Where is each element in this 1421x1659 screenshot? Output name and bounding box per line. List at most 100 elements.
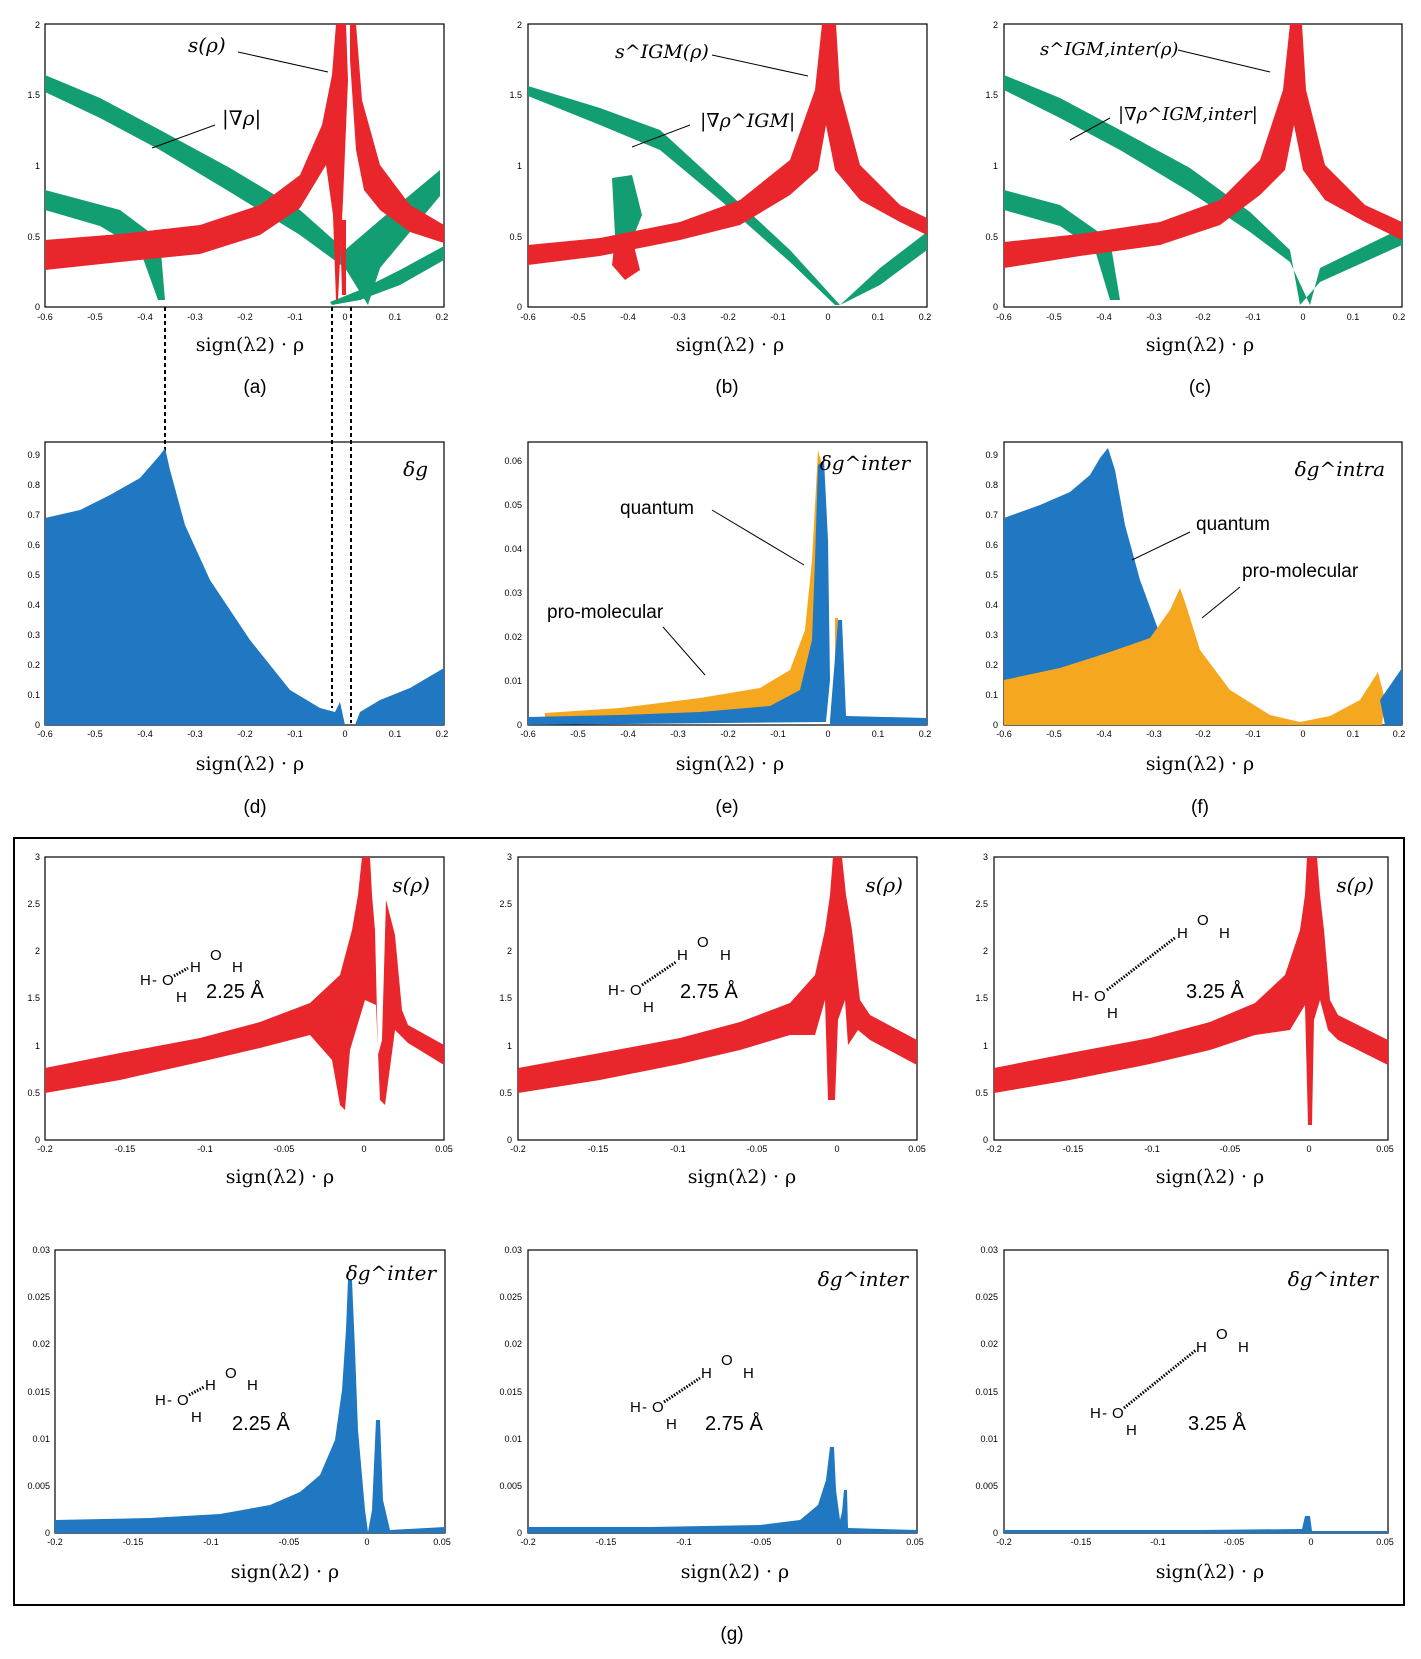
x-tick: -0.6 <box>520 729 536 739</box>
y-tick: 0 <box>517 720 522 730</box>
x-tick: 0.1 <box>872 729 885 739</box>
x-tick: -0.2 <box>520 1537 536 1547</box>
atom-o: O <box>162 972 174 989</box>
x-axis-label: sign(λ2) · ρ <box>226 1166 334 1188</box>
plot-g4-xticks: -0.2 -0.15 -0.1 -0.05 0 0.05 <box>47 1537 451 1547</box>
atom-h: H <box>630 1399 641 1416</box>
connector-lines <box>164 307 352 723</box>
y-tick: 0.5 <box>499 1088 512 1098</box>
panel-g1: 0 0.5 1 1.5 2 2.5 3 -0.2 -0.15 -0.1 -0.0… <box>27 852 452 1188</box>
series-gradient-lower <box>1004 190 1120 300</box>
atom-h: H <box>701 1365 712 1382</box>
y-tick: 0.5 <box>985 232 998 242</box>
panel-g4: 0 0.005 0.01 0.015 0.02 0.025 0.03 -0.2 … <box>27 1245 450 1583</box>
y-tick: 2.5 <box>975 899 988 909</box>
series-s-band <box>1004 24 1402 268</box>
x-tick: -0.3 <box>187 729 203 739</box>
x-tick: -0.5 <box>87 312 103 322</box>
x-tick: 0.2 <box>1393 729 1406 739</box>
y-tick: 0.015 <box>27 1387 50 1397</box>
x-tick: 0 <box>834 1144 839 1154</box>
y-tick: 0.03 <box>504 1245 522 1255</box>
plot-c-marks <box>1004 24 1402 305</box>
plot-c-yticks: 0 0.5 1 1.5 2 <box>985 20 998 312</box>
bond-dash: - <box>620 982 625 999</box>
series-name-label: s(ρ) <box>865 873 903 897</box>
x-tick: -0.2 <box>37 1144 53 1154</box>
x-tick: -0.1 <box>670 1144 686 1154</box>
water-dimer-structure: H - O H H O H <box>608 934 731 1016</box>
x-axis-label: sign(λ2) · ρ <box>1156 1561 1264 1583</box>
panel-label: (d) <box>243 797 266 818</box>
y-tick: 0.4 <box>985 600 998 610</box>
y-tick: 0.1 <box>27 690 40 700</box>
atom-h: H <box>191 1409 202 1426</box>
x-tick: -0.1 <box>197 1144 213 1154</box>
series-name-label: δg^inter <box>818 1267 910 1291</box>
hydrogen-bond <box>188 1385 205 1397</box>
y-tick: 0 <box>35 302 40 312</box>
series-gradient-band <box>1004 75 1402 305</box>
series-deltag-inter <box>1004 1516 1388 1533</box>
series-quantum <box>1004 448 1162 685</box>
atom-o: O <box>225 1365 237 1382</box>
atom-h: H <box>608 982 619 999</box>
annotation-arrow <box>1069 117 1111 141</box>
x-tick: 0 <box>836 1537 841 1547</box>
x-tick: -0.05 <box>279 1537 300 1547</box>
atom-o: O <box>1112 1405 1124 1422</box>
y-tick: 0.3 <box>27 630 40 640</box>
x-axis-label: sign(λ2) · ρ <box>1156 1166 1264 1188</box>
x-tick: 0 <box>361 1144 366 1154</box>
x-tick: 0.2 <box>1393 312 1406 322</box>
plot-b-marks <box>528 24 927 305</box>
plot-g5-xticks: -0.2 -0.15 -0.1 -0.05 0 0.05 <box>520 1537 924 1547</box>
y-tick: 0.02 <box>980 1339 998 1349</box>
atom-o: O <box>1216 1326 1228 1343</box>
plot-frame <box>517 856 918 1141</box>
x-tick: -0.3 <box>1146 312 1162 322</box>
x-tick: -0.15 <box>123 1537 144 1547</box>
x-tick: -0.3 <box>187 312 203 322</box>
x-axis-label: sign(λ2) · ρ <box>676 334 784 356</box>
x-tick: -0.05 <box>274 1144 295 1154</box>
panel-b: 0 0.5 1 1.5 2 -0.6 -0.5 -0.4 -0.3 -0.2 -… <box>509 20 931 398</box>
plot-frame <box>993 856 1389 1141</box>
y-tick: 0 <box>993 1528 998 1538</box>
y-tick: 3 <box>507 852 512 862</box>
x-tick: 0.05 <box>1376 1537 1394 1547</box>
x-tick: -0.5 <box>570 312 586 322</box>
water-dimer-structure: H - O H H O H <box>1090 1326 1249 1439</box>
atom-h: H <box>1090 1405 1101 1422</box>
plot-frame <box>527 1249 918 1534</box>
x-tick: -0.05 <box>747 1144 768 1154</box>
x-tick: 0.2 <box>919 312 932 322</box>
y-tick: 1.5 <box>975 993 988 1003</box>
plot-e-marks <box>528 450 927 725</box>
series-s-band <box>45 24 348 300</box>
atom-o: O <box>652 1399 664 1416</box>
bond-dash: - <box>152 972 157 989</box>
x-tick: -0.15 <box>1071 1537 1092 1547</box>
atom-h: H <box>720 947 731 964</box>
annotation-arrow <box>711 54 809 77</box>
distance-label: 2.75 Å <box>680 980 738 1003</box>
y-tick: 0.6 <box>985 540 998 550</box>
series-s-right <box>350 24 444 243</box>
plot-d-yticks: 0 0.1 0.2 0.3 0.4 0.5 0.6 0.7 0.8 0.9 <box>27 450 40 730</box>
plot-frame <box>44 23 445 308</box>
x-tick: -0.1 <box>1245 729 1261 739</box>
panel-label: (a) <box>243 377 266 398</box>
y-tick: 3 <box>35 852 40 862</box>
y-tick: 0 <box>517 302 522 312</box>
y-tick: 0.9 <box>985 450 998 460</box>
x-tick: -0.4 <box>1096 312 1112 322</box>
x-axis-label: sign(λ2) · ρ <box>196 753 304 775</box>
plot-g3-xticks: -0.2 -0.15 -0.1 -0.05 0 0.05 <box>986 1144 1394 1154</box>
distance-label: 2.75 Å <box>705 1412 763 1435</box>
y-tick: 0.01 <box>504 676 522 686</box>
x-tick: -0.2 <box>720 729 736 739</box>
series-name-label: s(ρ) <box>1336 873 1374 897</box>
series-name-label: s(ρ) <box>392 873 430 897</box>
panel-g6: 0 0.005 0.01 0.015 0.02 0.025 0.03 -0.2 … <box>975 1245 1393 1583</box>
